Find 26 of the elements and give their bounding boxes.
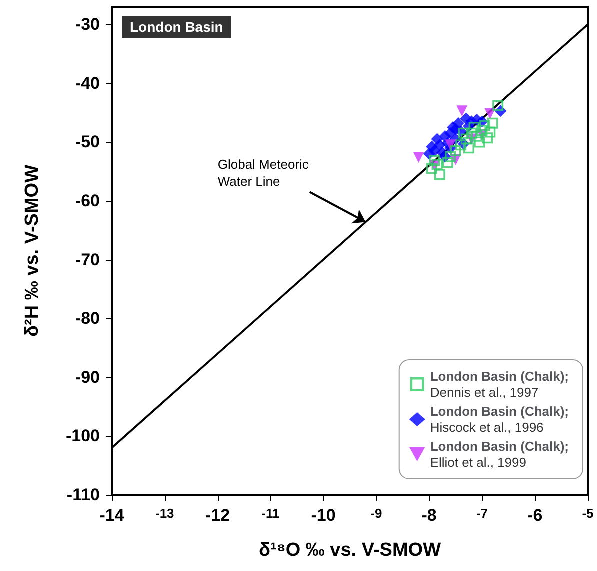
y-tick-label: -40 — [75, 74, 100, 93]
x-axis-title: δ¹⁸O ‰ vs. V-SMOW — [258, 540, 442, 561]
text: London Basin — [130, 19, 224, 35]
legend-label: London Basin (Chalk); Elliot et al., 1999 — [430, 439, 570, 470]
x-tick-label: -5 — [582, 506, 594, 521]
x-tick-label: -9 — [370, 506, 382, 521]
x-tick-label: -7 — [476, 506, 488, 521]
y-tick-label: -30 — [75, 15, 100, 34]
x-tick-label: -12 — [205, 506, 230, 525]
y-axis-title: δ²H ‰ vs. V-SMOW — [22, 164, 43, 337]
y-tick-label: -90 — [75, 368, 100, 387]
x-tick-label: -13 — [155, 506, 174, 521]
y-tick-label: -70 — [75, 250, 100, 270]
annotation: Global Meteoric Water Line — [218, 157, 313, 190]
x-tick-label: -11 — [262, 506, 280, 521]
legend-label: London Basin (Chalk); Hiscock et al., 1996 — [430, 404, 570, 435]
x-tick-label: -6 — [528, 506, 543, 525]
x-tick-label: -14 — [100, 506, 125, 525]
y-tick-label: -110 — [66, 486, 100, 504]
y-tick-label: -50 — [75, 132, 100, 152]
x-tick-label: -10 — [311, 506, 336, 525]
legend-label: London Basin (Chalk); Dennis et al., 1997 — [430, 369, 570, 400]
y-tick-label: -80 — [75, 309, 100, 328]
y-tick-label: -100 — [66, 426, 100, 446]
y-tick-label: -60 — [75, 192, 100, 211]
x-tick-label: -8 — [422, 506, 437, 525]
